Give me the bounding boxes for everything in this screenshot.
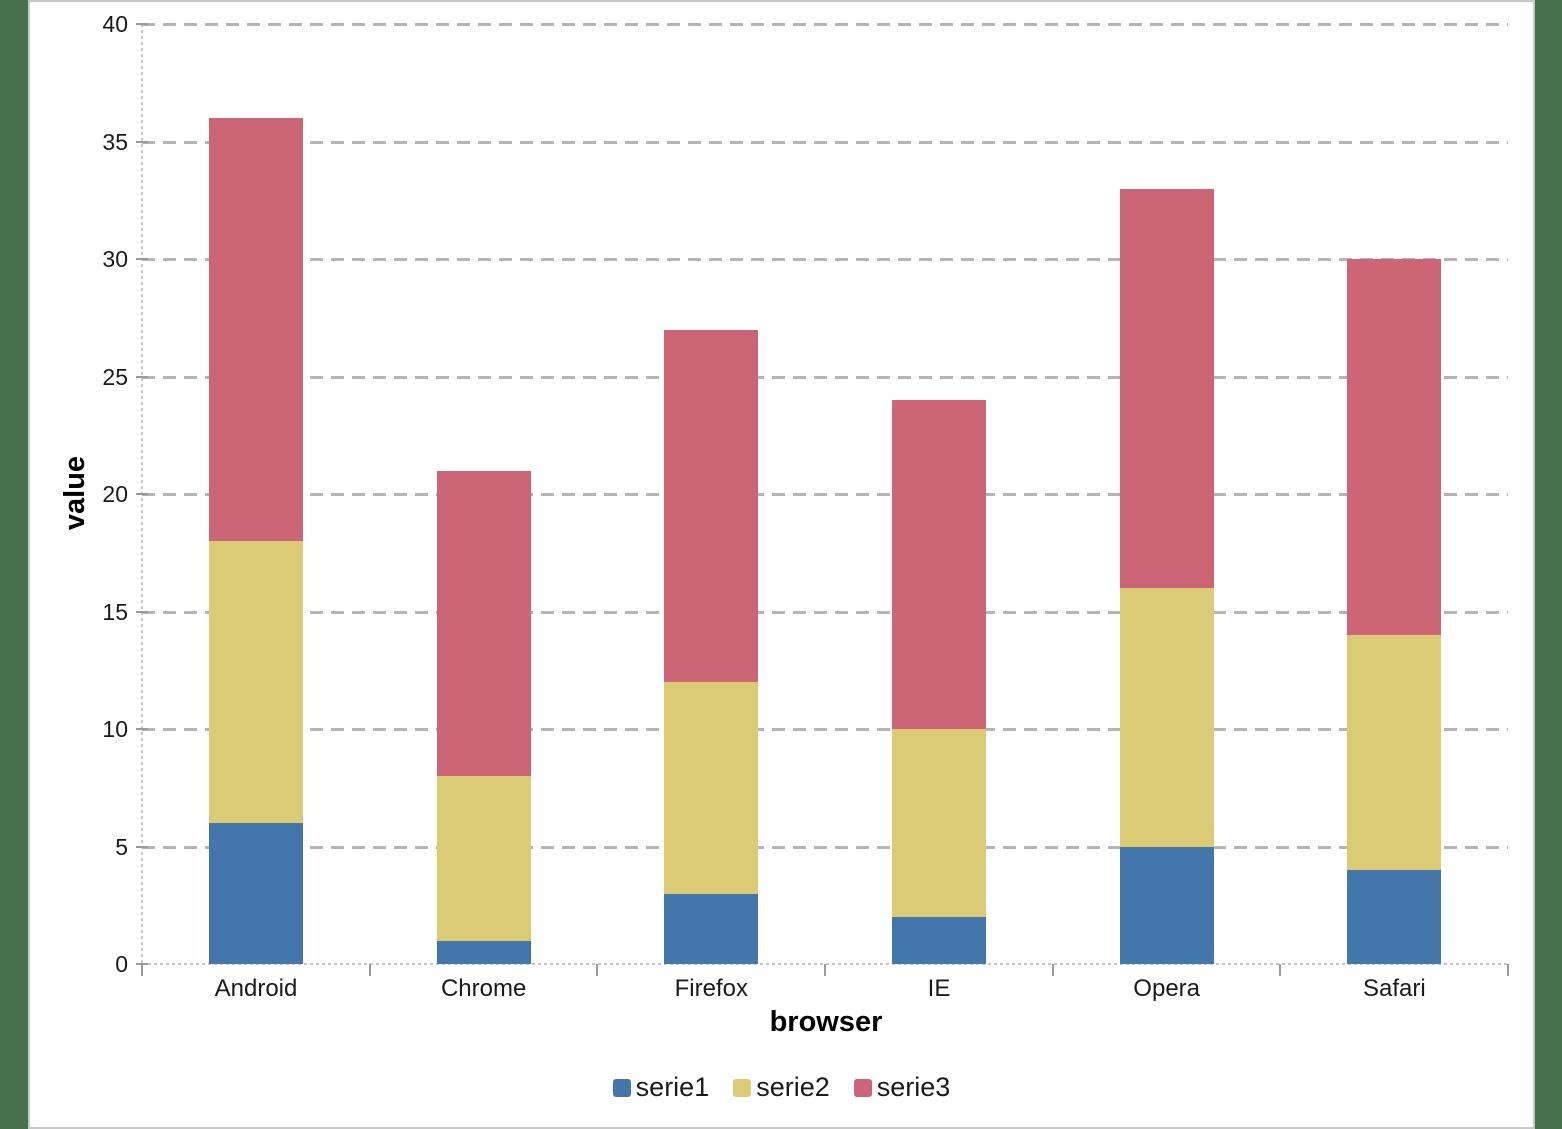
- y-tick-label-0: 0: [115, 951, 128, 977]
- y-tick-mark-20: [136, 493, 148, 495]
- y-tick-label-5: 5: [115, 833, 128, 860]
- y-tick-mark-30: [136, 258, 148, 260]
- y-tick-mark-25: [136, 375, 148, 378]
- y-tick-label-20: 20: [102, 481, 128, 507]
- x-tick-label-safari: Safari: [1362, 975, 1426, 1002]
- x-axis-title: browser: [769, 1006, 883, 1038]
- legend-swatch-serie2: [733, 1078, 752, 1097]
- gridline-35: [142, 140, 1508, 144]
- x-tick-label-chrome: Chrome: [440, 975, 527, 1002]
- bar-segment-serie3-firefox: [664, 329, 759, 682]
- x-tick-label-opera: Opera: [1133, 975, 1200, 1002]
- legend-item-serie1: serie1: [612, 1072, 710, 1103]
- legend-label-serie1: serie1: [635, 1072, 710, 1102]
- legend-swatch-serie1: [612, 1078, 631, 1097]
- bar-segment-serie2-firefox: [664, 682, 759, 894]
- gridline-5: [142, 845, 1508, 849]
- bar-segment-serie3-ie: [891, 400, 986, 729]
- bar-segment-serie1-chrome: [436, 940, 531, 964]
- x-tick-mark-1: [368, 964, 371, 976]
- gridline-15: [142, 610, 1508, 614]
- y-tick-label-30: 30: [102, 246, 128, 272]
- bar-segment-serie3-android: [208, 118, 303, 541]
- gridline-30: [142, 258, 1508, 261]
- legend-label-serie2: serie2: [756, 1072, 830, 1102]
- bar-segment-serie2-chrome: [436, 776, 531, 941]
- gridline-20: [142, 493, 1508, 496]
- y-tick-label-15: 15: [102, 598, 128, 625]
- x-tick-mark-5: [1279, 964, 1282, 976]
- bar-segment-serie3-opera: [1119, 188, 1214, 588]
- bar-segment-serie1-android: [208, 823, 303, 964]
- x-tick-mark-4: [1051, 964, 1054, 976]
- y-tick-mark-10: [136, 728, 148, 730]
- chart-panel: value browser 0 5 10 15 20 25 30 35 40 Android Ch…: [28, 0, 1535, 1129]
- bar-segment-serie1-firefox: [664, 893, 759, 964]
- plot-area: [136, 23, 1509, 976]
- y-tick-mark-35: [136, 140, 148, 143]
- bar-segment-serie1-safari: [1347, 870, 1442, 964]
- bar-segment-serie3-chrome: [436, 470, 531, 776]
- y-tick-label-25: 25: [102, 363, 128, 390]
- bar-segment-serie2-safari: [1347, 635, 1442, 870]
- y-tick-mark-40: [136, 23, 148, 25]
- legend-label-serie3: serie3: [876, 1072, 951, 1102]
- bar-segment-serie2-android: [208, 541, 303, 823]
- y-tick-mark-5: [136, 845, 148, 848]
- x-tick-label-ie: IE: [927, 975, 951, 1002]
- y-tick-label-40: 40: [102, 11, 128, 37]
- x-tick-label-firefox: Firefox: [674, 975, 748, 1002]
- gridline-25: [142, 375, 1508, 379]
- bar-segment-serie1-ie: [891, 917, 986, 964]
- y-tick-label-35: 35: [102, 128, 128, 155]
- y-tick-label-10: 10: [102, 716, 128, 742]
- x-tick-label-android: Android: [214, 975, 298, 1002]
- gridline-10: [142, 728, 1508, 731]
- legend-item-serie2: serie2: [733, 1072, 830, 1103]
- bar-segment-serie3-safari: [1347, 259, 1442, 635]
- y-tick-mark-15: [136, 610, 148, 613]
- bar-segment-serie2-opera: [1119, 588, 1214, 847]
- x-tick-mark-6: [1507, 964, 1509, 976]
- x-tick-mark-3: [824, 964, 826, 976]
- x-tick-mark-0: [141, 964, 143, 976]
- legend-swatch-serie3: [853, 1078, 872, 1097]
- legend: serie1 serie2 serie3: [30, 1072, 1533, 1103]
- legend-item-serie3: serie3: [853, 1072, 951, 1103]
- bar-segment-serie2-ie: [891, 729, 986, 917]
- gridline-40: [142, 23, 1508, 26]
- x-tick-mark-2: [596, 964, 599, 976]
- bar-segment-serie1-opera: [1119, 846, 1214, 964]
